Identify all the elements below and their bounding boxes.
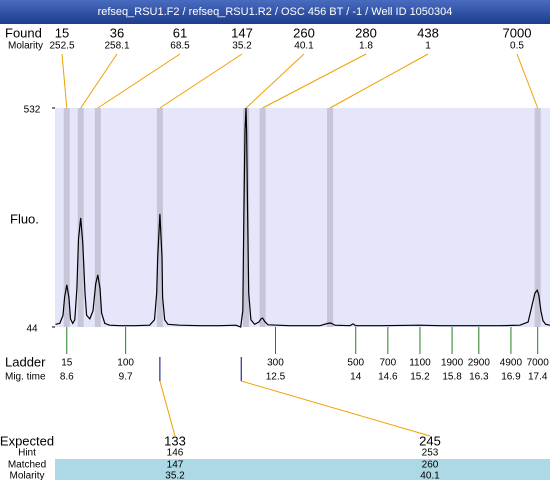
found-size: 7000 xyxy=(503,25,532,40)
found-band xyxy=(77,108,84,327)
y-tick-label: 532 xyxy=(24,105,41,116)
ladder-size: 7000 xyxy=(527,358,550,369)
found-molarity: 252.5 xyxy=(49,41,74,52)
expected-label: Expected xyxy=(0,433,54,448)
plot-area xyxy=(55,108,550,327)
ladder-time: 16.9 xyxy=(501,372,521,383)
ladder-time-label: Mig. time xyxy=(5,372,46,383)
ladder-time: 8.6 xyxy=(60,372,74,383)
matched-band xyxy=(55,459,550,480)
found-size: 280 xyxy=(355,25,377,40)
found-size: 61 xyxy=(173,25,187,40)
found-label: Found xyxy=(5,25,42,40)
chart-title: refseq_RSU1.F2 / refseq_RSU1.R2 / OSC 45… xyxy=(98,6,453,18)
trace xyxy=(55,107,550,328)
ladder-time: 9.7 xyxy=(119,372,133,383)
y-label: Fluo. xyxy=(10,211,39,226)
expected-hint: 146 xyxy=(167,448,184,459)
found-molarity: 68.5 xyxy=(170,41,190,52)
ladder-size: 500 xyxy=(347,358,364,369)
expected-size: 245 xyxy=(419,433,441,448)
found-molarity: 0.5 xyxy=(510,41,524,52)
found-size: 438 xyxy=(417,25,439,40)
expected-matched: 260 xyxy=(422,460,439,471)
found-size: 15 xyxy=(55,25,69,40)
found-connector xyxy=(516,53,539,109)
expected-molarity: 40.1 xyxy=(420,471,440,480)
ladder-time: 17.4 xyxy=(528,372,548,383)
ladder-time: 12.5 xyxy=(266,372,286,383)
found-size: 260 xyxy=(293,25,315,40)
ladder-size: 700 xyxy=(380,358,397,369)
expected-size: 133 xyxy=(164,433,186,448)
expected-molarity: 35.2 xyxy=(165,471,185,480)
found-connector xyxy=(61,53,68,109)
found-molarity: 258.1 xyxy=(104,41,129,52)
ladder-size: 100 xyxy=(117,358,134,369)
found-band xyxy=(327,108,334,327)
ladder-size: 300 xyxy=(267,358,284,369)
expected-molarity-label: Molarity xyxy=(9,471,44,480)
hint-label: Hint xyxy=(18,448,36,459)
found-size: 36 xyxy=(110,25,124,40)
ladder-time: 15.2 xyxy=(410,372,430,383)
found-band xyxy=(259,108,266,327)
ladder-label: Ladder xyxy=(5,354,46,369)
found-connector xyxy=(97,53,181,109)
ladder-size: 1900 xyxy=(441,358,464,369)
found-connector xyxy=(159,53,243,109)
found-molarity: 35.2 xyxy=(232,41,252,52)
y-tick-label: 44 xyxy=(26,324,38,335)
expected-hint: 253 xyxy=(422,448,439,459)
expected-connector xyxy=(241,380,431,437)
ladder-time: 14.6 xyxy=(378,372,398,383)
ladder-time: 16.3 xyxy=(469,372,489,383)
matched-label: Matched xyxy=(8,460,46,471)
ladder-time: 14 xyxy=(350,372,362,383)
found-band xyxy=(63,108,70,327)
found-molarity: 1.8 xyxy=(359,41,373,52)
ladder-size: 2900 xyxy=(468,358,491,369)
expected-connector xyxy=(159,380,176,437)
ladder-size: 4900 xyxy=(500,358,523,369)
found-band xyxy=(94,108,101,327)
found-size: 147 xyxy=(231,25,253,40)
ladder-size: 15 xyxy=(61,358,73,369)
found-band xyxy=(243,108,250,327)
found-connector xyxy=(262,53,367,109)
found-connector xyxy=(245,53,305,109)
found-band xyxy=(534,108,541,327)
title-bar xyxy=(0,0,550,24)
found-molarity: 1 xyxy=(425,41,431,52)
ladder-time: 15.8 xyxy=(442,372,462,383)
found-connector xyxy=(329,53,429,109)
found-molarity: 40.1 xyxy=(294,41,314,52)
ladder-size: 1100 xyxy=(409,358,431,369)
found-connector xyxy=(80,53,118,109)
expected-matched: 147 xyxy=(167,460,184,471)
found-molarity-label: Molarity xyxy=(8,41,43,52)
